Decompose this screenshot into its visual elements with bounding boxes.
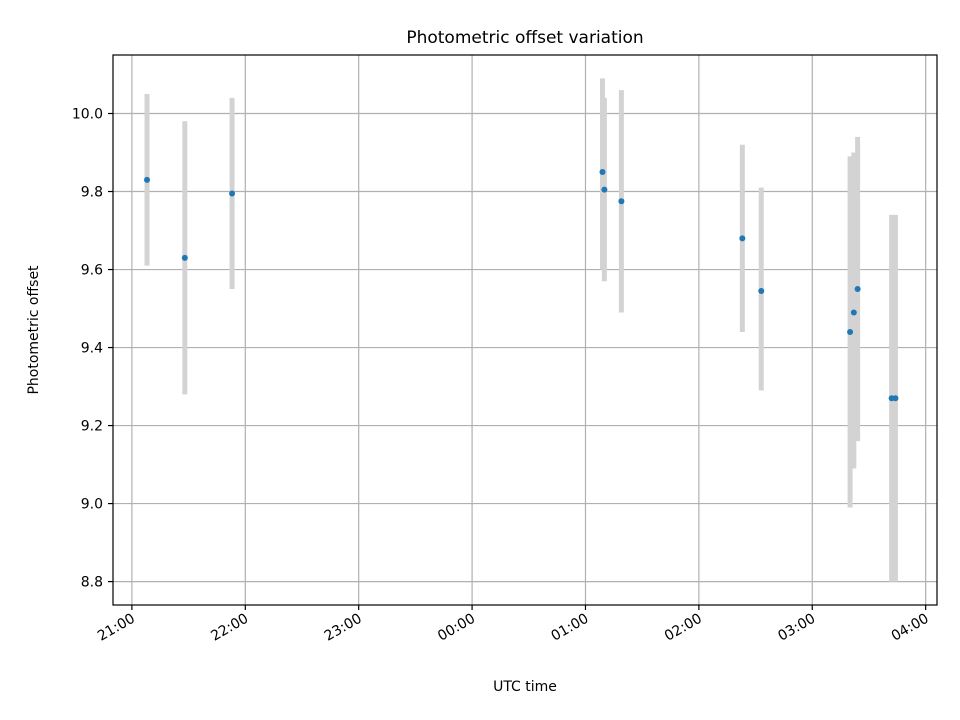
y-tick-label: 10.0 <box>72 107 103 123</box>
y-tick-label: 9.8 <box>81 185 103 201</box>
plot-area-frame <box>112 54 938 606</box>
y-tick-label: 9.4 <box>81 341 103 357</box>
y-axis: 8.8 9.0 9.2 9.4 9.6 9.8 10.0 <box>72 107 113 591</box>
y-tick-label: 9.2 <box>81 419 103 435</box>
data-point <box>144 176 151 183</box>
data-point <box>850 309 857 316</box>
y-tick-label: 8.8 <box>81 575 103 591</box>
grid-layer <box>113 55 937 605</box>
data-point <box>854 286 861 293</box>
data-point <box>758 287 765 294</box>
data-point <box>601 186 608 193</box>
data-point <box>229 190 236 197</box>
y-tick-label: 9.0 <box>81 497 103 513</box>
data-point <box>599 169 606 176</box>
point-layer <box>144 169 899 402</box>
x-axis-label: UTC time <box>493 679 557 695</box>
y-axis-label: Photometric offset <box>26 265 42 395</box>
data-point <box>181 254 188 261</box>
data-point <box>892 395 899 402</box>
data-point <box>847 328 854 335</box>
chart-title: Photometric offset variation <box>406 28 643 48</box>
y-tick-label: 9.6 <box>81 263 103 279</box>
data-point <box>739 235 746 242</box>
data-point <box>618 198 625 205</box>
